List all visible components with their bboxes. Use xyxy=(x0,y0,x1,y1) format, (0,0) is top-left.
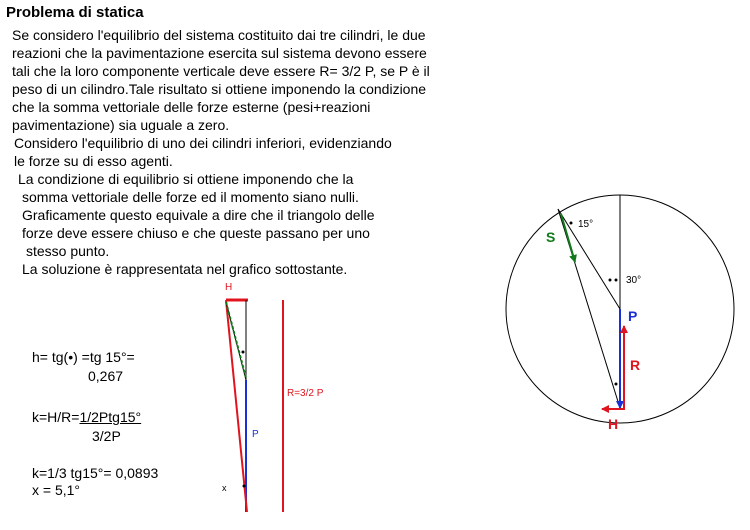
text-line: Se considero l'equilibrio del sistema co… xyxy=(12,27,426,43)
cylinder-diagram: S 15° 30° P R H xyxy=(505,194,735,432)
text-line: stesso punto. xyxy=(26,243,110,259)
cylinder-H-label: H xyxy=(608,416,618,432)
triangle-R-resultant xyxy=(225,299,248,513)
x-value: x = 5,1° xyxy=(32,482,81,498)
cylinder-S-vector xyxy=(560,213,577,263)
text-line: La soluzione è rappresentata nel grafico… xyxy=(22,261,348,277)
text-line: le forze su di esso agenti. xyxy=(14,153,173,169)
text-line: tali che la loro componente verticale de… xyxy=(12,63,430,79)
h-formula: h= tg(•) =tg 15°= xyxy=(32,349,135,365)
text-line: somma vettoriale delle forze ed il momen… xyxy=(22,189,359,205)
radius-to-contact xyxy=(557,208,621,310)
cylinder-R-label: R xyxy=(630,357,640,373)
text-line: forze deve essere chiuso e che queste pa… xyxy=(22,225,370,241)
text-line: Considero l'equilibrio di uno dei cilind… xyxy=(14,135,392,151)
text-line: peso di un cilindro.Tale risultato si ot… xyxy=(12,81,427,97)
cylinder-P-label: P xyxy=(628,308,637,324)
k-formula-denominator: 3/2P xyxy=(92,428,121,444)
text-line: Graficamente questo equivale a dire che … xyxy=(22,207,375,223)
angle-dot xyxy=(569,221,573,225)
angle-30-label: 30° xyxy=(626,275,641,286)
h-value: 0,267 xyxy=(88,368,124,384)
text-line: che la somma vettoriale delle forze este… xyxy=(12,99,371,115)
k-formula-prefix: k=H/R= xyxy=(32,409,80,425)
k-formula: k=H/R=1/2Ptg15° xyxy=(32,408,141,426)
angle-dot xyxy=(614,382,618,386)
force-triangle: H P R=3/2 P x xyxy=(222,282,324,513)
angle-dot xyxy=(241,350,245,354)
angle-15-label: 15° xyxy=(578,219,593,230)
text-line: pavimentazione) sia uguale a zero. xyxy=(12,117,230,133)
page-title: Problema di statica xyxy=(6,4,144,21)
angle-dot xyxy=(242,484,246,488)
cylinder-S-label: S xyxy=(546,229,555,245)
triangle-P-label: P xyxy=(252,429,259,440)
triangle-R-label: R=3/2 P xyxy=(287,388,324,399)
text-line: La condizione di equilibrio si ottiene i… xyxy=(18,171,354,187)
k-value: k=1/3 tg15°= 0,0893 xyxy=(32,465,159,481)
triangle-S-vector xyxy=(225,301,247,379)
triangle-H-label: H xyxy=(225,282,232,293)
angle-dot xyxy=(614,278,618,282)
text-line: reazioni che la pavimentazione esercita … xyxy=(12,45,427,61)
triangle-x-label: x xyxy=(222,483,227,493)
k-formula-numerator: 1/2Ptg15° xyxy=(79,409,142,425)
angle-dot xyxy=(608,278,612,282)
